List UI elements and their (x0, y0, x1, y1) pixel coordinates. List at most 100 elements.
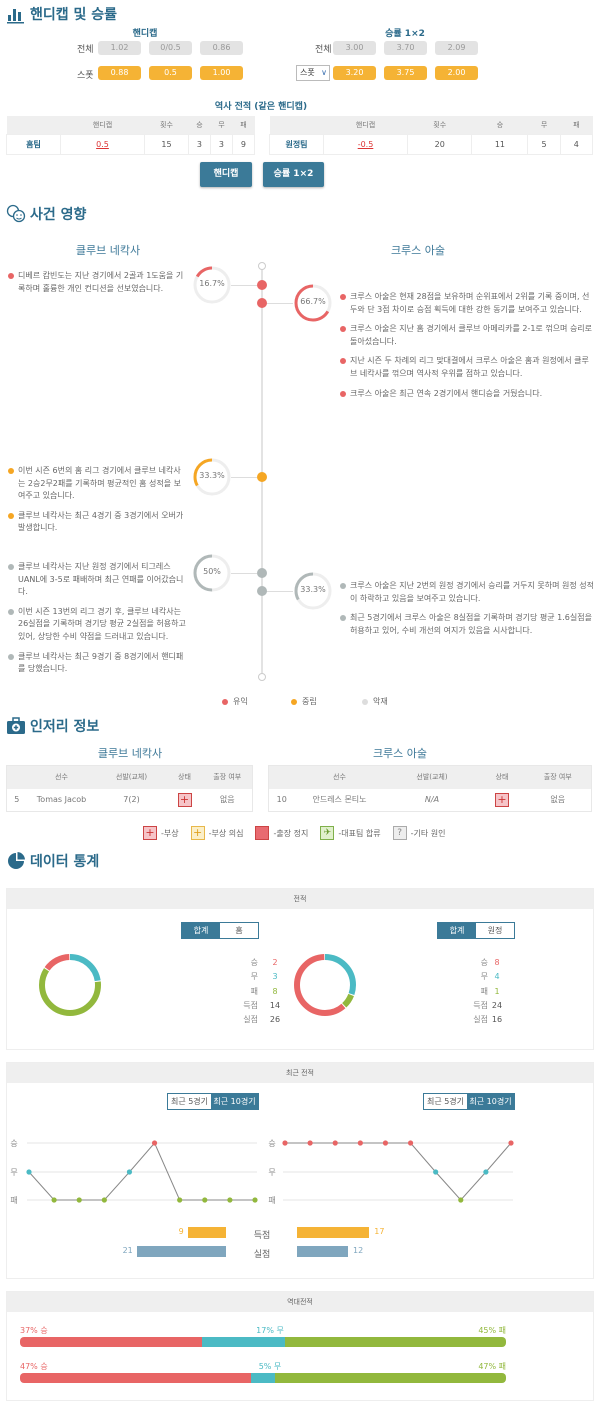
winrate-spot-away: 2.00 (435, 66, 478, 80)
suspension-icon (255, 826, 270, 840)
impact-ring-value: 50% (203, 567, 221, 576)
impact-note-text: 이번 시즌 6번의 홈 리그 경기에서 클루브 네칵사는 2승2무2패를 기록하… (18, 466, 182, 501)
impact-note-item: 디베르 캄빈도는 지난 경기에서 2골과 1도움을 기록하며 훌륭한 개인 컨디… (8, 270, 186, 295)
impact-note-item: 크루스 아술은 지난 홈 경기에서 클루브 아메리카를 2-1로 꺾으며 승리로… (340, 323, 595, 348)
loss-cell: 9 (231, 133, 256, 155)
impact-notes: 클루브 네칵사는 지난 원정 경기에서 티그레스 UANL에 3-5로 패배하며… (8, 561, 186, 683)
timeline-end-node (258, 673, 266, 681)
market-select-value: 스폿 (300, 68, 315, 77)
col-header: 핸디캡 (60, 116, 145, 134)
team-cell: 홈팀 (6, 133, 61, 155)
history-table-away: 핸디캡 횟수 승 무 패 원정팀 -0.5 20 11 5 4 (269, 116, 594, 155)
bullet-dot (340, 615, 346, 622)
level-label: 패 (268, 1195, 275, 1205)
home-record-toggle: 합계 홈 (181, 922, 259, 939)
toggle-last-5[interactable]: 최근 5경기 (424, 1094, 467, 1109)
h2h-win-bar (20, 1373, 251, 1383)
home-scored-value: 9 (178, 1227, 184, 1236)
toggle-last-10[interactable]: 최근 10경기 (211, 1094, 258, 1109)
injury-legend: + -부상 + -부상 의심 -출장 정지 ✈ -대표팀 합류 ? -기타 원인 (143, 826, 445, 840)
injury-table-home: 선수 선발(교체) 상태 출장 여부 5 Tomas Jacob 7(2) + 없음 (6, 765, 253, 812)
impact-ring-arc (193, 266, 231, 304)
impact-note-item: 이번 시즌 6번의 홈 리그 경기에서 클루브 네칵사는 2승2무2패를 기록하… (8, 465, 186, 503)
market-select[interactable]: 스폿 ∨ (296, 65, 330, 81)
impact-ring (294, 284, 332, 322)
timeline-connector (231, 477, 257, 478)
draw-cell: 5 (527, 133, 561, 155)
handicap-button[interactable]: 핸디캡 (200, 162, 252, 187)
handicap-spot-home: 0.88 (98, 66, 141, 80)
impact-note-text: 크루스 아술은 현재 28점을 보유하며 순위표에서 2위를 기록 중이며, 선… (350, 292, 590, 314)
form-point (282, 1140, 288, 1146)
h2h-loss-bar (285, 1337, 506, 1347)
table-row: 원정팀 -0.5 20 11 5 4 (269, 133, 594, 155)
form-point (508, 1140, 514, 1146)
col-header: 무 (210, 116, 233, 134)
form-point (26, 1169, 32, 1175)
handicap-link[interactable]: 0.5 (60, 133, 145, 155)
col-header (6, 116, 61, 134)
impact-ring (294, 572, 332, 610)
h2h-win-label: 37% 승 (20, 1326, 48, 1335)
question-icon: ? (392, 826, 407, 840)
toggle-last-5[interactable]: 최근 5경기 (168, 1094, 211, 1109)
form-point (407, 1140, 414, 1146)
h2h-draw-bar (201, 1337, 286, 1347)
impact-ring-value: 16.7% (199, 279, 225, 288)
impact-note-text: 크루스 아술은 지난 홈 경기에서 클루브 아메리카를 2-1로 꺾으며 승리로… (350, 324, 593, 346)
toggle-total[interactable]: 합계 (438, 923, 476, 938)
col-header: 패 (560, 116, 593, 134)
bullet-dot (340, 390, 346, 397)
home-team-name: 클루브 네칵사 (75, 244, 141, 257)
col-header: 패 (232, 116, 255, 134)
loss-cell: 4 (559, 133, 594, 155)
impact-ring (193, 266, 231, 304)
legend-label: -기타 원인 (410, 828, 446, 838)
away-scored-bar (297, 1227, 370, 1238)
impact-note-text: 클루브 네칵사는 지난 원정 경기에서 티그레스 UANL에 3-5로 패배하며… (18, 562, 184, 597)
toggle-home[interactable]: 홈 (220, 923, 258, 938)
legend-benefit: 유익 (222, 696, 248, 707)
col-header: 핸디캡 (323, 116, 408, 134)
bullet-dot (340, 294, 346, 300)
impact-note-item: 클루브 네칵사는 지난 원정 경기에서 티그레스 UANL에 3-5로 패배하며… (8, 561, 186, 599)
section-title-impact: 사건 영향 (30, 207, 87, 223)
recent-title: 최근 전적 (7, 1063, 593, 1083)
winrate-button[interactable]: 승률 1×2 (263, 162, 324, 187)
col-header: 출장 여부 (202, 765, 253, 789)
legend-label: -출장 정지 (273, 828, 309, 838)
donut-segment-loss (39, 954, 101, 1016)
play-status: 없음 (524, 788, 592, 812)
impact-ring-arc (294, 284, 332, 322)
form-line (28, 1142, 255, 1201)
away-recent-toggle: 최근 5경기 최근 10경기 (423, 1093, 515, 1110)
handicap-total-away: 0.86 (200, 41, 243, 55)
away-team-name: 크루스 아술 (390, 244, 446, 257)
legend-label: -부상 (161, 828, 179, 838)
level-label: 패 (10, 1195, 17, 1205)
timeline-dot (257, 280, 267, 290)
pie-chart-icon (8, 852, 25, 869)
toggle-total[interactable]: 합계 (182, 923, 220, 938)
home-conceded-value: 21 (122, 1246, 133, 1255)
impact-note-text: 클루브 네칵사는 최근 4경기 중 3경기에서 오버가 발생합니다. (18, 510, 184, 533)
level-label: 승 (10, 1139, 17, 1148)
handicap-link[interactable]: -0.5 (323, 133, 408, 155)
bar-chart-icon (7, 9, 24, 24)
chevron-down-icon: ∨ (321, 68, 327, 77)
impact-note-text: 최근 5경기에서 크루스 아술은 8실점을 기록하며 경기당 평균 1.6실점을… (350, 613, 592, 635)
form-point (126, 1169, 133, 1175)
table-row: 10 안드레스 몬티노 N/A + 없음 (268, 788, 592, 812)
timeline-start-node (258, 262, 266, 270)
appearances: 7(2) (96, 788, 167, 812)
legend-label: -대표팀 합류 (338, 828, 381, 838)
h2h-loss-label: 45% 패 (478, 1326, 506, 1335)
impact-note-text: 클루브 네칵사는 최근 9경기 중 8경기에서 핸디패를 당했습니다. (18, 651, 184, 674)
form-point (101, 1197, 107, 1203)
impact-note-item: 이번 시즌 13번의 리그 경기 후, 클루브 네칵사는 26실점을 기록하며 … (8, 606, 186, 644)
h2h-loss-bar (275, 1373, 506, 1383)
toggle-last-10[interactable]: 최근 10경기 (467, 1094, 514, 1109)
away-conceded-bar (297, 1246, 348, 1257)
toggle-away[interactable]: 원정 (476, 923, 514, 938)
impact-note-text: 이번 시즌 13번의 리그 경기 후, 클루브 네칵사는 26실점을 기록하며 … (18, 606, 186, 641)
